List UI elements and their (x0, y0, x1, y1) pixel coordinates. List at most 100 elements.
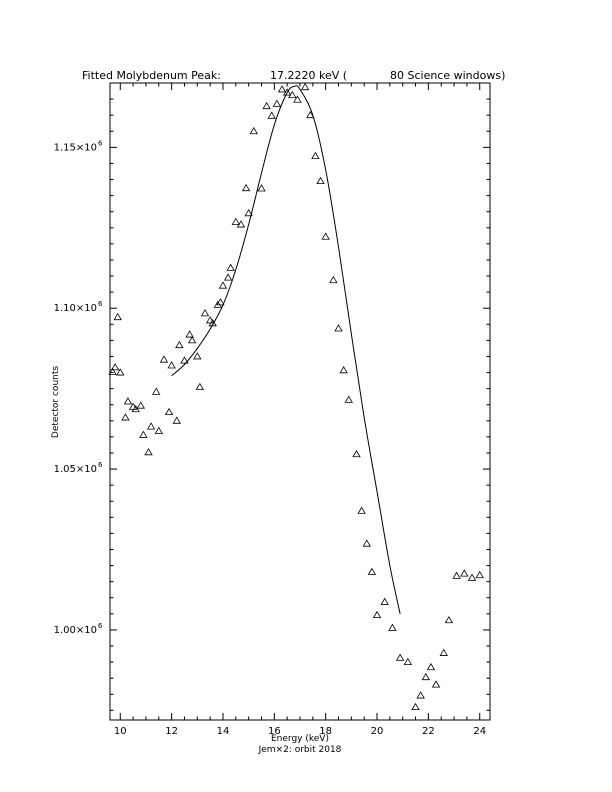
data-point (154, 426, 163, 434)
fit-curve-line (171, 85, 401, 614)
data-point (223, 273, 233, 281)
data-point (339, 365, 348, 374)
data-point (152, 387, 161, 395)
data-point (136, 401, 146, 409)
x-tick-label: 16 (268, 726, 281, 737)
data-point (306, 110, 315, 119)
data-point (200, 309, 210, 317)
data-point (180, 356, 189, 364)
data-point (113, 312, 122, 321)
data-point (403, 657, 413, 665)
data-point (411, 702, 420, 711)
data-point (244, 209, 253, 217)
data-point (311, 151, 320, 159)
data-point (108, 367, 117, 375)
data-point (367, 567, 377, 575)
x-axis-label: Energy (keV) (271, 734, 329, 744)
data-point (444, 615, 454, 624)
data-point (123, 397, 133, 405)
x-tick-label: 10 (114, 726, 127, 737)
data-point (216, 298, 225, 306)
data-point (334, 324, 343, 332)
x-tick-label: 22 (422, 726, 435, 737)
data-point (357, 506, 366, 514)
data-point (164, 407, 174, 416)
data-point (146, 422, 156, 430)
data-point (439, 648, 448, 656)
y-tick-exponent: 6 (98, 139, 103, 147)
data-point (421, 672, 431, 681)
data-point (293, 95, 302, 103)
data-point (467, 573, 477, 581)
data-point (172, 416, 181, 424)
data-point (277, 85, 287, 93)
data-point (262, 101, 271, 110)
data-points (108, 82, 484, 711)
data-point (249, 126, 258, 135)
y-tick-exponent: 6 (98, 300, 103, 308)
data-point (380, 597, 389, 605)
data-point (452, 571, 461, 579)
data-point (460, 569, 469, 577)
chart-title-value: 17.2220 keV ( (270, 69, 347, 82)
data-point (257, 184, 266, 192)
chart-footer: Jem×2: orbit 2018 (258, 745, 342, 755)
y-axis-label: Detector counts (51, 366, 61, 438)
data-point (187, 336, 197, 344)
x-tick-label: 14 (217, 726, 230, 737)
y-tick-label: 1.05×10 (54, 464, 97, 475)
data-point (344, 395, 353, 403)
data-point (329, 275, 338, 284)
y-tick-label: 1.00×10 (54, 625, 97, 636)
x-tick-label: 18 (319, 726, 332, 737)
plot-frame (109, 82, 491, 721)
data-point (185, 330, 194, 338)
data-point (195, 382, 205, 390)
data-point (267, 111, 276, 119)
data-point (236, 220, 246, 228)
data-point (416, 691, 425, 699)
data-point (208, 319, 217, 327)
chart-title-right: 80 Science windows) (390, 69, 505, 82)
x-tick-label: 12 (165, 726, 178, 737)
data-point (362, 539, 371, 547)
data-point (288, 90, 297, 99)
data-point (175, 340, 184, 349)
fit-curve-group (171, 85, 401, 614)
data-point (231, 217, 241, 225)
y-tick-label: 1.15×10 (54, 142, 97, 153)
data-point (388, 623, 397, 631)
data-point (193, 352, 202, 360)
data-point (116, 368, 125, 376)
y-tick-exponent: 6 (98, 622, 103, 630)
data-point (218, 281, 228, 289)
x-axis: 10 12 14 16 18 20 22 24 (114, 83, 486, 737)
data-point (272, 99, 282, 107)
chart-title-left: Fitted Molybdenum Peak: (82, 69, 221, 82)
x-tick-label: 20 (371, 726, 384, 737)
data-point (213, 300, 223, 308)
data-point (110, 363, 120, 371)
data-point (321, 232, 330, 240)
data-point (159, 355, 169, 363)
data-point (139, 430, 148, 438)
data-point (316, 176, 325, 185)
data-point (131, 404, 140, 413)
data-point (431, 680, 441, 688)
y-tick-exponent: 6 (98, 461, 103, 469)
data-point (241, 183, 251, 192)
data-point (167, 361, 176, 369)
data-point (395, 653, 405, 661)
y-tick-label: 1.10×10 (54, 303, 97, 314)
data-point (352, 449, 361, 458)
data-point (205, 316, 215, 324)
data-point (144, 448, 153, 456)
x-tick-label: 24 (473, 726, 486, 737)
data-point (475, 570, 484, 579)
data-point (282, 88, 292, 96)
y-axis: 1.00×10 61.05×10 61.10×10 61.15×10 6 (54, 82, 490, 711)
data-point (426, 662, 436, 671)
data-point (300, 82, 310, 91)
data-point (121, 413, 130, 421)
